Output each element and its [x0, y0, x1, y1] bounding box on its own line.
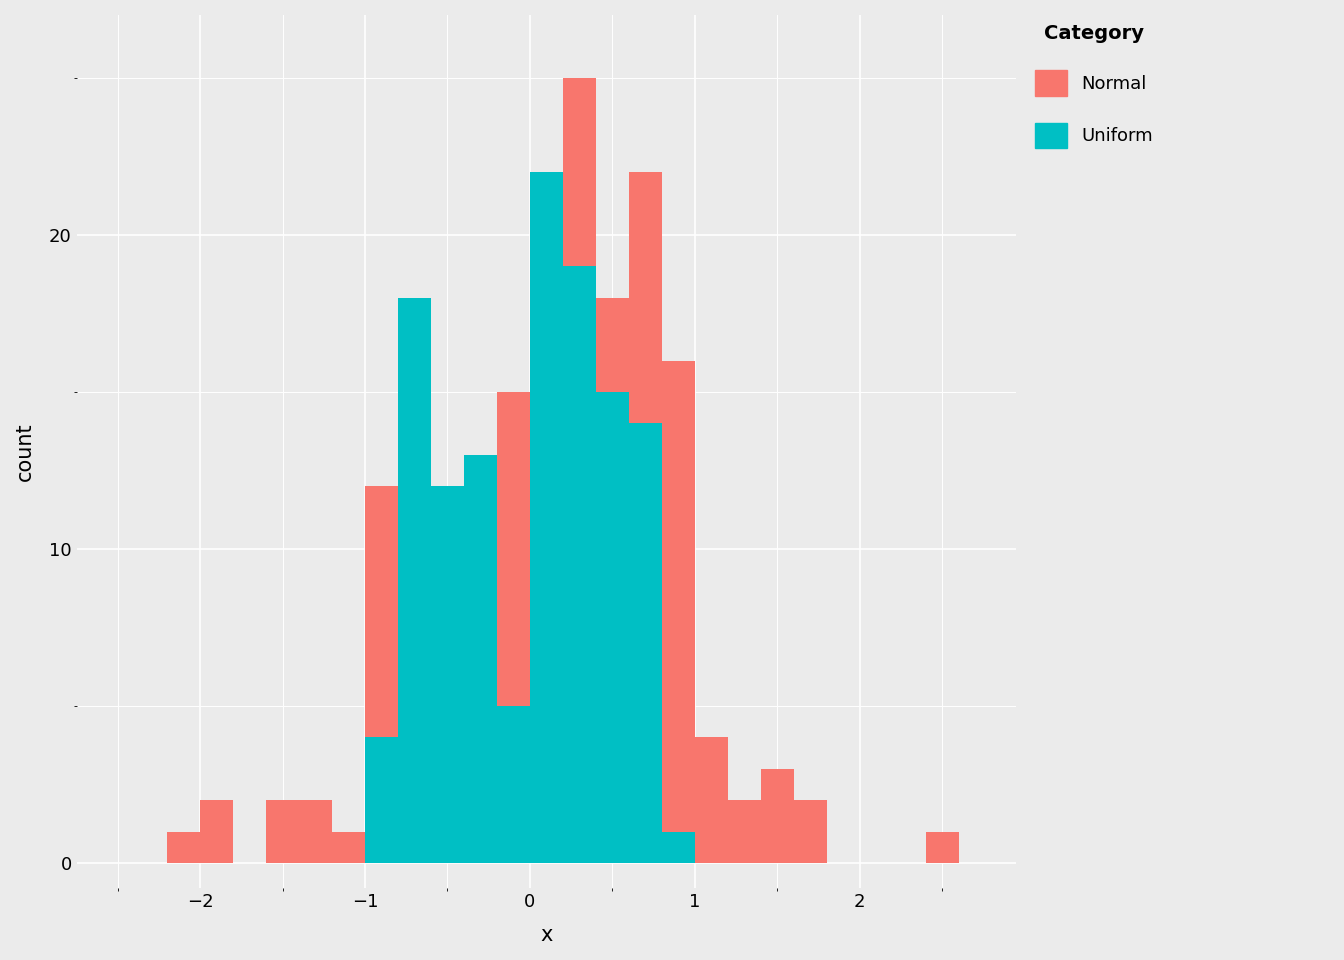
Bar: [629, 172, 661, 863]
Bar: [761, 769, 794, 863]
Bar: [530, 235, 563, 863]
Bar: [266, 801, 300, 863]
Bar: [497, 706, 530, 863]
Bar: [563, 266, 595, 863]
Bar: [595, 298, 629, 863]
Bar: [398, 737, 431, 863]
Bar: [695, 737, 727, 863]
Bar: [926, 831, 958, 863]
Bar: [661, 361, 695, 863]
Bar: [431, 486, 464, 863]
Bar: [464, 486, 497, 863]
Bar: [661, 831, 695, 863]
Bar: [794, 801, 827, 863]
Bar: [464, 455, 497, 863]
Bar: [366, 486, 398, 863]
Bar: [595, 392, 629, 863]
Bar: [167, 831, 200, 863]
Bar: [629, 423, 661, 863]
Bar: [332, 831, 366, 863]
Bar: [497, 392, 530, 863]
Y-axis label: count: count: [15, 422, 35, 481]
Bar: [727, 801, 761, 863]
Bar: [563, 78, 595, 863]
Bar: [366, 737, 398, 863]
Bar: [200, 801, 233, 863]
X-axis label: x: x: [540, 925, 552, 945]
Bar: [431, 675, 464, 863]
Legend: Normal, Uniform: Normal, Uniform: [1035, 24, 1153, 148]
Bar: [398, 298, 431, 863]
Bar: [530, 172, 563, 863]
Bar: [300, 801, 332, 863]
